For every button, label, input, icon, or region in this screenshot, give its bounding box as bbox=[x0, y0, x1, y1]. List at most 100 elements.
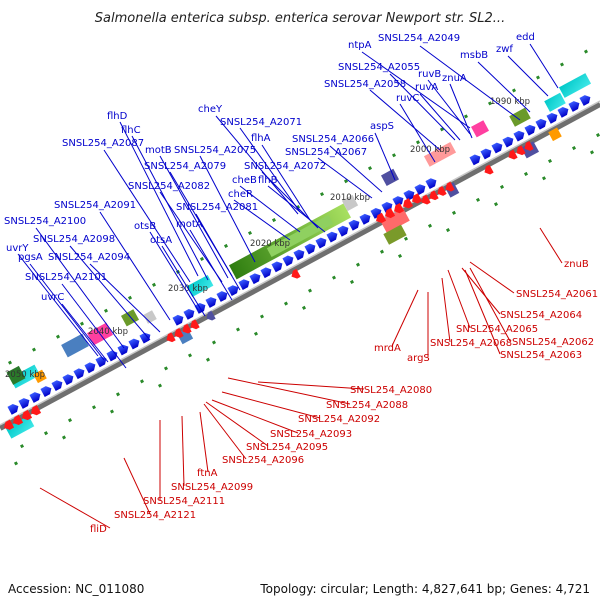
gene-label[interactable]: SNSL254_A2100 bbox=[4, 216, 86, 227]
forward-gene-arrow bbox=[392, 196, 404, 207]
gene-label[interactable]: edd bbox=[516, 32, 535, 43]
gene-label[interactable]: otsB bbox=[134, 221, 156, 232]
reverse-gene-arrow bbox=[206, 310, 216, 321]
gene-label[interactable]: SNSL254_A2067 bbox=[285, 147, 367, 158]
gene-label[interactable]: aspS bbox=[370, 121, 394, 132]
gene-label[interactable]: cheY bbox=[198, 104, 223, 115]
gene-label[interactable]: znuB bbox=[564, 259, 589, 270]
forward-gene-arrow bbox=[315, 237, 327, 249]
gene-label[interactable]: uvrY bbox=[6, 243, 29, 254]
leader-line bbox=[205, 401, 269, 447]
forward-gene-arrow bbox=[227, 285, 239, 296]
tick-label: 2010 kbp bbox=[330, 193, 370, 203]
gene-label[interactable]: ftnA bbox=[197, 468, 218, 479]
gene-label[interactable]: argS bbox=[407, 353, 430, 364]
leader-line bbox=[161, 245, 206, 317]
gene-label[interactable]: zwf bbox=[496, 44, 513, 55]
leader-line bbox=[29, 263, 105, 361]
gene-label[interactable]: otsA bbox=[150, 235, 172, 246]
gene-label[interactable]: SNSL254_A2092 bbox=[298, 414, 380, 425]
gene-label[interactable]: SNSL254_A2091 bbox=[54, 200, 136, 211]
gene-label[interactable]: SNSL254_A2062 bbox=[512, 337, 594, 348]
leader-line bbox=[89, 263, 161, 333]
gene-label[interactable]: znuA bbox=[442, 73, 467, 84]
reverse-gene-arrow bbox=[421, 194, 431, 205]
forward-gene-arrow bbox=[557, 107, 569, 118]
reverse-gene-block bbox=[383, 224, 407, 245]
gene-label[interactable]: SNSL254_A2095 bbox=[246, 442, 328, 453]
gene-label[interactable]: uvrC bbox=[41, 292, 64, 303]
gene-label[interactable]: motA bbox=[176, 219, 203, 230]
forward-gene-arrow bbox=[513, 130, 525, 142]
reverse-gene-arrow bbox=[403, 198, 414, 209]
track-dot bbox=[55, 334, 61, 339]
gene-label[interactable]: SNSL254_A2066 bbox=[292, 134, 374, 145]
gene-label[interactable]: flhD bbox=[107, 111, 128, 122]
forward-gene-arrow bbox=[524, 124, 536, 136]
gene-label[interactable]: SNSL254_A2064 bbox=[500, 310, 582, 321]
gene-label[interactable]: SNSL254_A2081 bbox=[176, 202, 258, 213]
gene-label[interactable]: ruvC bbox=[396, 93, 419, 104]
track-dot bbox=[31, 347, 37, 352]
gene-label[interactable]: SNSL254_A2101 bbox=[25, 272, 107, 283]
gene-label[interactable]: cheR bbox=[228, 189, 253, 200]
gene-label[interactable]: SNSL254_A2096 bbox=[222, 455, 304, 466]
gene-label[interactable]: SNSL254_A2049 bbox=[378, 33, 460, 44]
gene-label[interactable]: cheB bbox=[232, 175, 257, 186]
gene-label[interactable]: SNSL254_A2063 bbox=[500, 350, 582, 361]
gene-block-cyan bbox=[186, 275, 214, 297]
gene-label[interactable]: pgsA bbox=[18, 252, 43, 263]
gene-label[interactable]: SNSL254_A2099 bbox=[171, 482, 253, 493]
gene-label[interactable]: SNSL254_A2111 bbox=[143, 496, 225, 507]
forward-gene-arrow bbox=[403, 190, 415, 201]
gene-label[interactable]: SNSL254_A2080 bbox=[350, 385, 432, 396]
gene-label[interactable]: mrdA bbox=[374, 343, 401, 354]
track-dot bbox=[445, 228, 451, 233]
forward-gene-arrow bbox=[425, 178, 437, 190]
gene-label[interactable]: SNSL254_A2058 bbox=[324, 79, 406, 90]
gene-label[interactable]: SNSL254_A2094 bbox=[48, 252, 130, 263]
gene-label[interactable]: ntpA bbox=[348, 40, 372, 51]
leader-line bbox=[203, 403, 247, 460]
tick-label: 2050 kbp bbox=[5, 370, 45, 380]
gene-label[interactable]: ruvA bbox=[415, 82, 438, 93]
gene-label[interactable]: SNSL254_A2098 bbox=[33, 234, 115, 245]
forward-gene-arrow bbox=[249, 273, 261, 285]
gene-label[interactable]: SNSL254_A2121 bbox=[114, 510, 196, 521]
forward-gene-labels: edd zwf SNSL254_A2049 msbB ntpA SNSL254_… bbox=[4, 32, 535, 303]
forward-gene-arrow bbox=[293, 249, 305, 261]
forward-gene-arrow bbox=[469, 154, 481, 166]
gene-label[interactable]: fliD bbox=[90, 524, 107, 535]
reverse-gene-arrow bbox=[291, 268, 301, 279]
gene-label[interactable]: SNSL254_A2061 bbox=[516, 289, 598, 300]
gene-label[interactable]: SNSL254_A2075 bbox=[174, 145, 256, 156]
gene-label[interactable]: SNSL254_A2093 bbox=[270, 429, 352, 440]
gene-label[interactable]: SNSL254_A2055 bbox=[338, 62, 420, 73]
gene-label[interactable]: flhC bbox=[121, 125, 141, 136]
gene-label[interactable]: ruvB bbox=[418, 69, 441, 80]
leader-line bbox=[119, 121, 199, 277]
gene-label[interactable]: SNSL254_A2068 bbox=[430, 338, 512, 349]
gene-label[interactable]: flhA bbox=[251, 133, 271, 144]
track-dot bbox=[493, 202, 499, 207]
gene-label[interactable]: SNSL254_A2071 bbox=[220, 117, 302, 128]
gene-label[interactable]: SNSL254_A2072 bbox=[244, 161, 326, 172]
gene-label[interactable]: SNSL254_A2065 bbox=[456, 324, 538, 335]
gene-label[interactable]: SNSL254_A2079 bbox=[144, 161, 226, 172]
gene-label[interactable]: SNSL254_A2088 bbox=[326, 400, 408, 411]
reverse-gene-arrow bbox=[13, 414, 24, 426]
leader-line bbox=[419, 93, 461, 141]
leader-line bbox=[61, 283, 127, 369]
gene-label[interactable]: msbB bbox=[460, 50, 488, 61]
accession-label: Accession: NC_011080 bbox=[8, 582, 145, 596]
leader-line bbox=[17, 253, 99, 357]
gene-label[interactable]: motB bbox=[145, 145, 172, 156]
leader-line bbox=[227, 377, 351, 405]
gene-label[interactable]: SNSL254_A2082 bbox=[128, 181, 210, 192]
gene-label[interactable]: SNSL254_A2087 bbox=[62, 138, 144, 149]
gene-label[interactable]: flhB bbox=[258, 175, 278, 186]
forward-gene-arrow bbox=[183, 308, 195, 320]
leader-line bbox=[211, 399, 299, 434]
gene-block-grey bbox=[341, 194, 359, 212]
track-dot bbox=[103, 308, 109, 313]
